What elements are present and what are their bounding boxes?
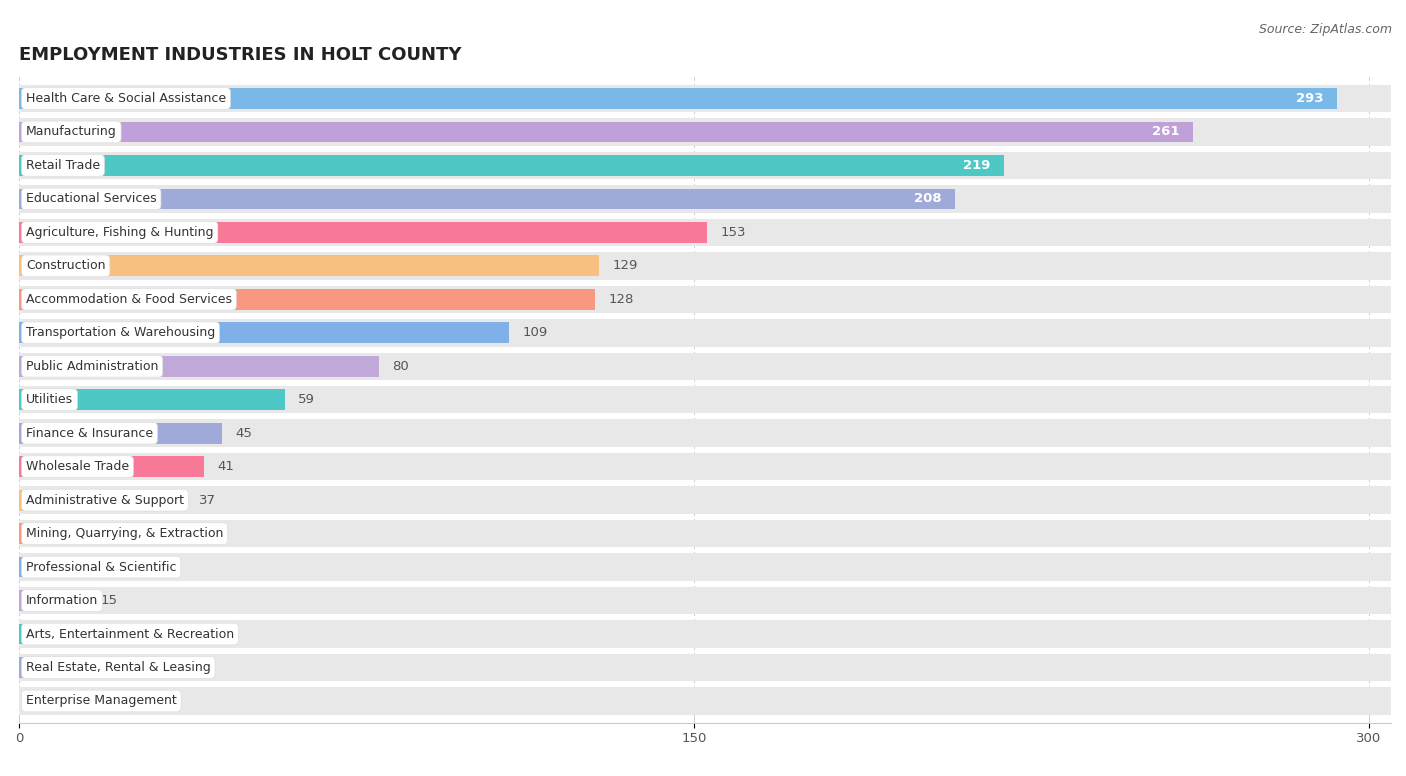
Text: Information: Information [25, 594, 98, 607]
Bar [20, 620, 1391, 648]
Text: 80: 80 [392, 360, 409, 372]
Text: 219: 219 [963, 159, 991, 172]
Text: 41: 41 [217, 460, 233, 473]
Text: Administrative & Support: Administrative & Support [25, 494, 184, 507]
Text: Accommodation & Food Services: Accommodation & Food Services [25, 293, 232, 306]
Text: 37: 37 [200, 494, 217, 507]
Bar [20, 487, 1391, 514]
Text: 15: 15 [100, 594, 117, 607]
Bar [20, 523, 159, 544]
Bar [20, 520, 1391, 547]
Bar [20, 286, 1391, 313]
Bar [20, 386, 1391, 414]
Text: Public Administration: Public Administration [25, 360, 159, 372]
Bar [20, 255, 599, 276]
Bar [20, 189, 955, 210]
Bar [20, 319, 1391, 347]
Text: Professional & Scientific: Professional & Scientific [25, 560, 176, 573]
Text: 128: 128 [609, 293, 634, 306]
Bar [20, 657, 46, 678]
Text: Enterprise Management: Enterprise Management [25, 695, 177, 708]
Text: Manufacturing: Manufacturing [25, 126, 117, 138]
Bar [20, 423, 222, 444]
Text: 6: 6 [59, 661, 67, 674]
Text: 109: 109 [523, 326, 548, 339]
Text: Transportation & Warehousing: Transportation & Warehousing [25, 326, 215, 339]
Bar [20, 591, 87, 611]
Text: Real Estate, Rental & Leasing: Real Estate, Rental & Leasing [25, 661, 211, 674]
Text: Source: ZipAtlas.com: Source: ZipAtlas.com [1258, 23, 1392, 36]
Bar [20, 219, 1391, 246]
Bar [20, 222, 707, 243]
Text: 28: 28 [159, 560, 176, 573]
Text: Mining, Quarrying, & Extraction: Mining, Quarrying, & Extraction [25, 527, 224, 540]
Text: Wholesale Trade: Wholesale Trade [25, 460, 129, 473]
Bar [20, 289, 595, 310]
Text: Utilities: Utilities [25, 393, 73, 406]
Text: Arts, Entertainment & Recreation: Arts, Entertainment & Recreation [25, 628, 233, 640]
Bar [20, 155, 1004, 176]
Text: Health Care & Social Assistance: Health Care & Social Assistance [25, 92, 226, 105]
Bar [20, 688, 1391, 715]
Text: 153: 153 [721, 226, 747, 239]
Bar [20, 420, 1391, 447]
Bar [20, 556, 145, 577]
Text: 261: 261 [1152, 126, 1180, 138]
Text: Construction: Construction [25, 259, 105, 272]
Bar [20, 122, 1194, 142]
Bar [20, 352, 1391, 380]
Text: 293: 293 [1296, 92, 1323, 105]
Bar [20, 322, 509, 343]
Bar [20, 456, 204, 477]
Bar [20, 553, 1391, 580]
Text: 129: 129 [613, 259, 638, 272]
Text: Agriculture, Fishing & Hunting: Agriculture, Fishing & Hunting [25, 226, 214, 239]
Text: 208: 208 [914, 192, 941, 206]
Text: 45: 45 [235, 427, 252, 440]
Text: 59: 59 [298, 393, 315, 406]
Text: 14: 14 [96, 628, 112, 640]
Text: EMPLOYMENT INDUSTRIES IN HOLT COUNTY: EMPLOYMENT INDUSTRIES IN HOLT COUNTY [20, 46, 461, 64]
Bar [20, 390, 284, 410]
Bar [20, 356, 380, 376]
Bar [20, 252, 1391, 279]
Bar [20, 185, 1391, 213]
Bar [20, 587, 1391, 615]
Bar [20, 151, 1391, 179]
Bar [20, 85, 1391, 113]
Bar [20, 654, 1391, 681]
Bar [20, 453, 1391, 480]
Text: 31: 31 [172, 527, 190, 540]
Text: Retail Trade: Retail Trade [25, 159, 100, 172]
Text: Educational Services: Educational Services [25, 192, 156, 206]
Bar [20, 118, 1391, 146]
Text: 0: 0 [32, 695, 41, 708]
Bar [20, 624, 82, 644]
Bar [20, 490, 186, 511]
Bar [20, 88, 1337, 109]
Text: Finance & Insurance: Finance & Insurance [25, 427, 153, 440]
